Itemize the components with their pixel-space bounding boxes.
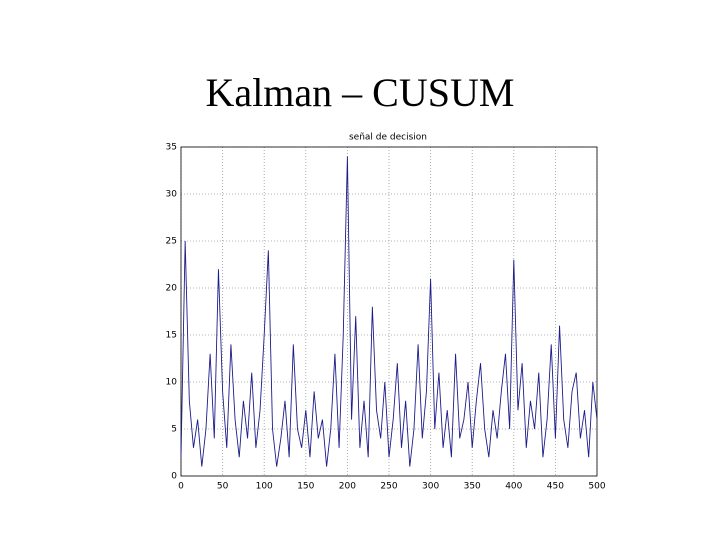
x-tick-label: 300 [422, 482, 439, 492]
x-tick-label: 200 [339, 482, 356, 492]
signal-line [180, 156, 598, 467]
y-tick-label: 0 [171, 472, 177, 482]
x-tick-label: 50 [217, 482, 229, 492]
x-tick-label: 350 [464, 482, 481, 492]
y-tick-label: 15 [166, 331, 177, 341]
y-tick-label: 5 [171, 425, 177, 435]
y-tick-label: 25 [166, 237, 177, 247]
x-tick-label: 150 [297, 482, 314, 492]
y-tick-label: 10 [166, 378, 178, 388]
plot-frame [180, 146, 598, 477]
slide-title: Kalman – CUSUM [206, 70, 515, 115]
x-tick-label: 100 [256, 482, 273, 492]
y-tick-label: 30 [166, 190, 178, 200]
x-tick-label: 450 [547, 482, 564, 492]
x-tick-label: 500 [588, 482, 605, 492]
y-tick-label: 35 [166, 143, 177, 153]
x-tick-label: 400 [505, 482, 522, 492]
x-tick-label: 0 [178, 482, 184, 492]
x-tick-label: 250 [380, 482, 397, 492]
y-tick-label: 20 [166, 284, 178, 294]
chart-title: señal de decision [349, 133, 427, 143]
